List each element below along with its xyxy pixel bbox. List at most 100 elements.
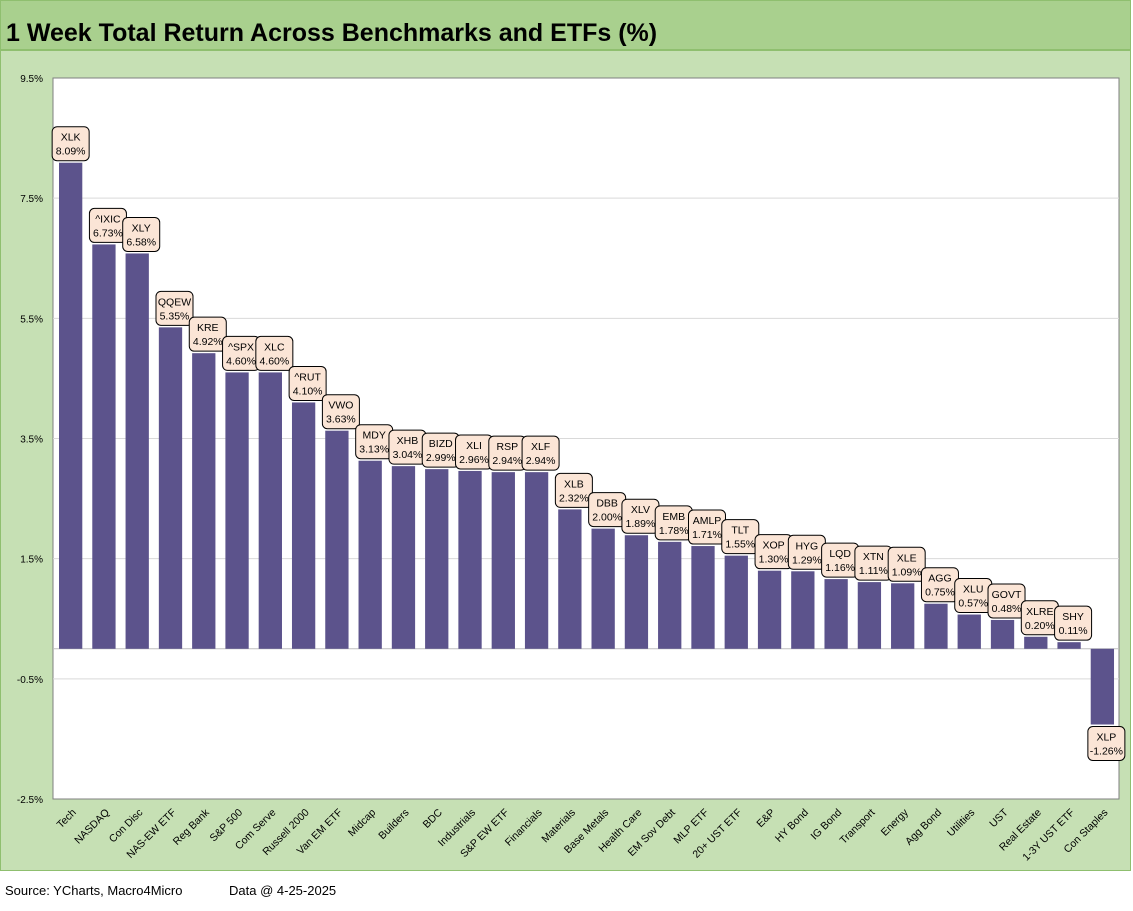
- bar-dbb: [591, 528, 615, 649]
- data-label-box: [288, 365, 327, 401]
- data-label-ticker: BIZD: [429, 438, 453, 450]
- bar-chart: 9.5% 7.5% 5.5% 3.5% 1.5% -0.5% -2.5% XLK 8.09% Te…: [17, 74, 1126, 864]
- data-label-box: [255, 335, 294, 371]
- source-note: Source: YCharts, Macro4Micro: [5, 883, 183, 898]
- data-label-value: 2.32%: [559, 492, 589, 504]
- data-label-value: 5.35%: [160, 310, 190, 322]
- data-label-value: 4.10%: [293, 385, 323, 397]
- data-label-ticker: ^RUT: [294, 371, 321, 383]
- data-label-box: [155, 290, 194, 326]
- bar-spx: [225, 372, 249, 649]
- data-label-value: 0.57%: [958, 598, 988, 610]
- data-label-value: 1.09%: [892, 566, 922, 578]
- data-label-ticker: XLK: [61, 132, 81, 144]
- data-label-box: [554, 472, 593, 508]
- bar-xop: [757, 570, 782, 649]
- data-label-value: 1.16%: [825, 562, 855, 574]
- data-label-ticker: HYG: [795, 540, 818, 552]
- bar-rut: [291, 402, 316, 649]
- data-label-value: 0.48%: [992, 603, 1022, 615]
- data-label-value: 1.89%: [626, 518, 656, 530]
- bar-agg: [924, 603, 948, 649]
- title-bar: 1 Week Total Return Across Benchmarks an…: [0, 0, 1131, 50]
- data-label-value: 1.29%: [792, 554, 822, 566]
- data-label-ticker: MDY: [363, 430, 386, 442]
- bar-xtn: [857, 582, 882, 649]
- x-tick-label: Energy: [879, 806, 912, 839]
- bar-xlk: [59, 162, 83, 649]
- x-tick-label: Builders: [376, 807, 411, 842]
- bar-ixic: [92, 244, 116, 649]
- x-tick-label: Transport: [838, 807, 878, 847]
- data-label-box: [122, 216, 161, 252]
- chart-title: 1 Week Total Return Across Benchmarks an…: [6, 19, 658, 47]
- data-label-ticker: XTN: [863, 551, 884, 563]
- data-label-value: 2.00%: [592, 512, 622, 524]
- data-label-box: [321, 394, 360, 430]
- x-tick-label: BDC: [421, 806, 445, 830]
- data-label-value: 3.63%: [326, 414, 356, 426]
- data-label-value: 0.11%: [1059, 625, 1088, 637]
- data-label-ticker: XLE: [897, 552, 917, 564]
- data-label-ticker: DBB: [596, 498, 618, 510]
- bar-xlv: [624, 535, 649, 649]
- data-label-box: [521, 435, 560, 471]
- data-label-ticker: TLT: [731, 525, 749, 537]
- data-label-box: [887, 546, 926, 582]
- data-label-value: -1.26%: [1090, 745, 1123, 757]
- data-label-value: 3.13%: [359, 444, 389, 456]
- data-label-ticker: XLY: [132, 222, 151, 234]
- bar-vwo: [325, 430, 349, 649]
- bar-amlp: [691, 546, 715, 649]
- data-label-ticker: GOVT: [992, 589, 1022, 601]
- bar-bizd: [425, 469, 449, 649]
- y-tick-label: 7.5%: [20, 194, 43, 205]
- data-label-ticker: LQD: [829, 548, 851, 560]
- data-label-value: 0.20%: [1025, 620, 1055, 632]
- data-label-ticker: VWO: [328, 400, 353, 412]
- data-label-value: 2.96%: [459, 454, 489, 466]
- bar-emb: [658, 541, 682, 649]
- x-tick-label: UST: [987, 806, 1011, 830]
- data-label-box: [1054, 605, 1093, 641]
- data-label-ticker: AGG: [928, 573, 951, 585]
- bar-qqew: [158, 327, 183, 649]
- data-label-value: 1.71%: [692, 529, 722, 541]
- data-label-box: [188, 316, 227, 352]
- data-label-value: 2.99%: [426, 452, 456, 464]
- bar-xhb: [391, 466, 416, 649]
- data-label-value: 1.55%: [725, 539, 755, 551]
- chart-frame: 9.5% 7.5% 5.5% 3.5% 1.5% -0.5% -2.5% XLK 8.09% Te…: [0, 50, 1131, 871]
- bar-govt: [990, 619, 1015, 649]
- data-label-value: 6.73%: [93, 227, 123, 239]
- data-label-value: 1.30%: [759, 554, 789, 566]
- data-label-ticker: SHY: [1062, 611, 1084, 623]
- y-tick-label: 9.5%: [20, 74, 43, 85]
- y-tick-label: 5.5%: [20, 314, 43, 325]
- data-label-ticker: KRE: [197, 322, 219, 334]
- data-label-ticker: XLU: [963, 584, 983, 596]
- data-label-ticker: XLI: [466, 440, 482, 452]
- x-tick-label: Agg Bond: [903, 807, 944, 848]
- data-label-value: 3.04%: [393, 449, 423, 461]
- data-label-value: 0.75%: [925, 587, 955, 599]
- bar-xly: [125, 253, 149, 649]
- x-tick-label: Tech: [55, 807, 79, 831]
- data-label-value: 8.09%: [56, 146, 86, 158]
- data-label-ticker: RSP: [497, 441, 519, 453]
- data-label-value: 2.94%: [526, 455, 556, 467]
- x-tick-label: Midcap: [346, 807, 379, 840]
- data-label-ticker: ^IXIC: [95, 213, 121, 225]
- data-label-box: [1087, 725, 1126, 761]
- data-label-ticker: ^SPX: [228, 341, 254, 353]
- bar-xlc: [258, 372, 282, 649]
- data-label-value: 1.78%: [659, 525, 689, 537]
- data-label-ticker: XLC: [264, 341, 285, 353]
- data-label-ticker: XOP: [762, 540, 784, 552]
- bar-mdy: [358, 460, 382, 649]
- data-label-value: 4.60%: [259, 355, 289, 367]
- x-tick-label: NASDAQ: [72, 807, 112, 847]
- data-label-ticker: QQEW: [158, 296, 191, 308]
- bar-tlt: [724, 555, 748, 649]
- data-label-ticker: XLV: [631, 504, 650, 516]
